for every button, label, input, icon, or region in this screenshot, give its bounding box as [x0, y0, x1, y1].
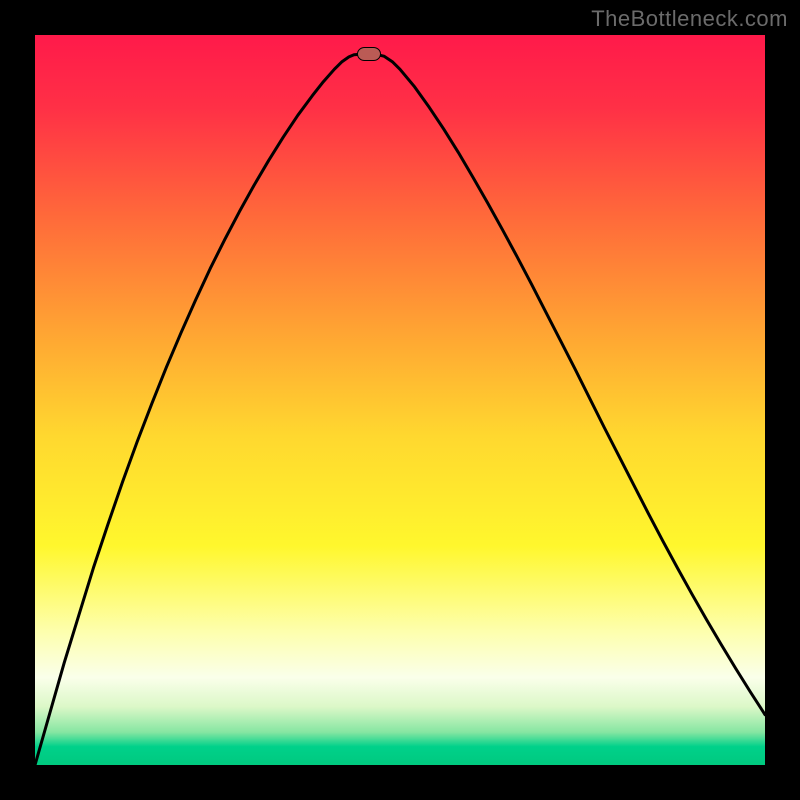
curve-svg [35, 35, 765, 765]
bottleneck-curve [35, 54, 765, 765]
optimal-marker-shape [357, 47, 380, 60]
watermark-text: TheBottleneck.com [591, 6, 788, 32]
plot-area [35, 35, 765, 765]
optimal-marker [357, 47, 381, 61]
